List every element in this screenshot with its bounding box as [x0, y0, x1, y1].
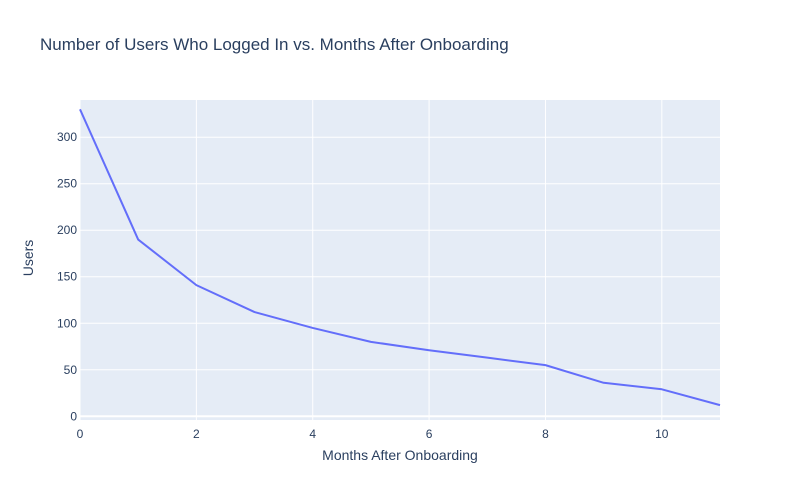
- y-tick-label: 200: [57, 223, 77, 237]
- series-line: [79, 108, 721, 407]
- y-tick-label: 300: [57, 130, 77, 144]
- x-tick-label: 0: [77, 427, 84, 441]
- plot-area: [80, 100, 720, 420]
- y-axis-title: Users: [20, 240, 36, 277]
- y-tick-label: 100: [57, 316, 77, 330]
- x-tick-label: 8: [542, 427, 549, 441]
- x-tick-label: 4: [309, 427, 316, 441]
- y-tick-label: 150: [57, 270, 77, 284]
- x-gridlines: [79, 100, 663, 420]
- x-axis-ticks: 0 2 4 6 8 10: [77, 427, 669, 441]
- y-tick-label: 250: [57, 177, 77, 191]
- x-tick-label: 2: [193, 427, 200, 441]
- x-tick-label: 6: [426, 427, 433, 441]
- y-tick-label: 0: [70, 409, 77, 423]
- x-axis-title: Months After Onboarding: [322, 447, 478, 463]
- y-tick-label: 50: [64, 363, 78, 377]
- y-gridlines: [80, 136, 720, 418]
- y-axis-ticks: 0 50 100 150 200 250 300: [57, 130, 77, 423]
- chart-title: Number of Users Who Logged In vs. Months…: [40, 35, 509, 54]
- x-tick-label: 10: [655, 427, 669, 441]
